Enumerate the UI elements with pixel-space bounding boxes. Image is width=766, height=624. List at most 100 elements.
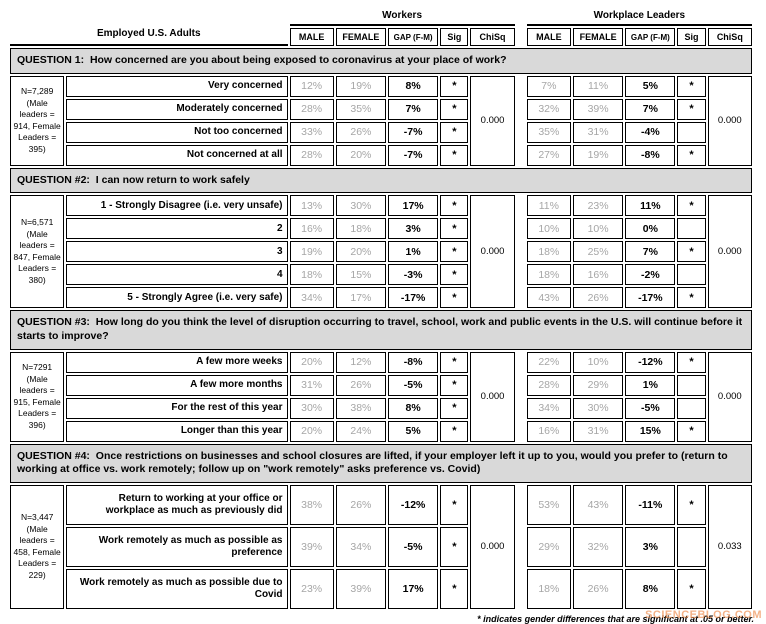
column-spacer xyxy=(517,195,525,216)
adults-header: Employed U.S. Adults xyxy=(10,28,288,46)
workers-female-value: 12% xyxy=(335,351,386,373)
answer-row: 5 - Strongly Agree (i.e. very safe) 34% 17… xyxy=(10,287,752,309)
question-number: QUESTION #4: xyxy=(17,449,90,462)
workers-sig-marker: * xyxy=(440,420,469,442)
workers-female-value: 38% xyxy=(335,397,386,419)
answer-label: Longer than this year xyxy=(66,420,288,442)
workers-male-value: 20% xyxy=(289,420,334,442)
leaders-male-value: 32% xyxy=(526,98,571,120)
workers-female-value: 26% xyxy=(335,121,386,143)
leaders-gap-value: 1% xyxy=(625,374,676,396)
leaders-gap-value: 8% xyxy=(625,568,676,609)
answer-label: 5 - Strongly Agree (i.e. very safe) xyxy=(66,287,288,309)
workers-sig-marker: * xyxy=(440,195,469,217)
column-spacer xyxy=(517,145,525,166)
leaders-male-value: 18% xyxy=(526,568,571,609)
workers-male-value: 13% xyxy=(289,195,334,217)
workers-male-value: 28% xyxy=(289,98,334,120)
leaders-sig-marker: * xyxy=(677,75,706,97)
answer-row: 3 19% 20% 1% * 18% 25% 7% * xyxy=(10,241,752,263)
leaders-sig-marker xyxy=(677,526,706,567)
question-banner: QUESTION #2: I can now return to work sa… xyxy=(10,167,752,194)
workers-male-value: 34% xyxy=(289,287,334,309)
leaders-female-value: 23% xyxy=(572,195,624,217)
question-banner-row: QUESTION #4: Once restrictions on busine… xyxy=(10,443,752,483)
column-spacer xyxy=(517,527,525,567)
leaders-chisq-value: 0.000 xyxy=(707,195,752,309)
workers-chisq-value: 0.000 xyxy=(470,484,515,609)
workers-female-value: 26% xyxy=(335,374,386,396)
question-banner-row: QUESTION #3: How long do you think the l… xyxy=(10,310,752,350)
leaders-female-value: 26% xyxy=(572,568,624,609)
workers-gap-value: -7% xyxy=(388,121,439,143)
column-spacer xyxy=(517,218,525,239)
workers-sig-marker: * xyxy=(440,287,469,309)
workers-gap-value: -12% xyxy=(388,484,439,525)
leaders-male-value: 7% xyxy=(526,75,571,97)
leaders-sig-column-header: Sig xyxy=(677,28,706,46)
column-spacer xyxy=(517,76,525,97)
question-number: QUESTION #3: xyxy=(17,316,90,329)
leaders-female-value: 26% xyxy=(572,287,624,309)
leaders-male-value: 43% xyxy=(526,287,571,309)
workers-gap-value: 8% xyxy=(388,397,439,419)
answer-label: For the rest of this year xyxy=(66,397,288,419)
column-spacer xyxy=(517,122,525,143)
answer-label: A few more weeks xyxy=(66,351,288,373)
question-banner: QUESTION 1: How concerned are you about … xyxy=(10,48,752,74)
workers-female-value: 24% xyxy=(335,420,386,442)
leaders-gap-value: -12% xyxy=(625,351,676,373)
leaders-gap-value: 7% xyxy=(625,98,676,120)
column-spacer xyxy=(517,569,525,609)
workers-male-value: 19% xyxy=(289,241,334,263)
leaders-gap-value: 11% xyxy=(625,195,676,217)
leaders-gap-value: 5% xyxy=(625,75,676,97)
question-banner: QUESTION #3: How long do you think the l… xyxy=(10,310,752,350)
answer-row: 4 18% 15% -3% * 18% 16% -2% xyxy=(10,264,752,286)
workers-female-value: 18% xyxy=(335,218,386,240)
answer-label: Not too concerned xyxy=(66,121,288,143)
column-spacer xyxy=(517,8,525,26)
leaders-gap-value: 0% xyxy=(625,218,676,240)
workers-sig-marker: * xyxy=(440,351,469,373)
leaders-sig-marker: * xyxy=(677,144,706,166)
answer-row: 2 16% 18% 3% * 10% 10% 0% xyxy=(10,218,752,240)
leaders-sig-marker: * xyxy=(677,568,706,609)
leaders-male-value: 34% xyxy=(526,397,571,419)
workers-female-value: 34% xyxy=(335,526,386,567)
leaders-gap-value: -4% xyxy=(625,121,676,143)
workers-female-value: 20% xyxy=(335,241,386,263)
workers-sig-marker: * xyxy=(440,241,469,263)
leaders-gap-value: 7% xyxy=(625,241,676,263)
workers-sig-marker: * xyxy=(440,121,469,143)
workers-male-value: 23% xyxy=(289,568,334,609)
workers-male-value: 30% xyxy=(289,397,334,419)
workers-female-value: 19% xyxy=(335,75,386,97)
answer-label: 4 xyxy=(66,264,288,286)
leaders-male-column-header: MALE xyxy=(526,28,571,46)
answer-label: Very concerned xyxy=(66,75,288,97)
answer-row: N=7291 (Male leaders = 915, Female Leade… xyxy=(10,351,752,442)
workers-gap-value: 3% xyxy=(388,218,439,240)
workers-male-value: 31% xyxy=(289,374,334,396)
workers-gap-value: -7% xyxy=(388,144,439,166)
workers-sig-marker: * xyxy=(440,144,469,166)
group-header-row: Workers Workplace Leaders xyxy=(10,8,752,26)
workers-sig-marker: * xyxy=(440,568,469,609)
workers-sig-marker: * xyxy=(440,484,469,525)
question-number: QUESTION #2: xyxy=(17,173,90,186)
answer-row: N=3,447 (Male leaders = 458, Female Lead… xyxy=(10,484,752,609)
workers-gap-value: -5% xyxy=(388,374,439,396)
workers-chisq-value: 0.000 xyxy=(470,195,515,309)
answer-row: N=6,571 (Male leaders = 847, Female Lead… xyxy=(10,195,752,309)
workers-gap-value: -17% xyxy=(388,287,439,309)
leaders-chisq-value: 0.033 xyxy=(707,484,752,609)
leaders-male-value: 29% xyxy=(526,526,571,567)
answer-row: Work remotely as much as possible due to… xyxy=(10,568,752,609)
workers-sig-marker: * xyxy=(440,218,469,240)
results-table-body: QUESTION 1: How concerned are you about … xyxy=(10,48,752,609)
workers-sig-column-header: Sig xyxy=(440,28,469,46)
workers-group-header: Workers xyxy=(289,8,515,26)
column-spacer xyxy=(517,28,525,46)
